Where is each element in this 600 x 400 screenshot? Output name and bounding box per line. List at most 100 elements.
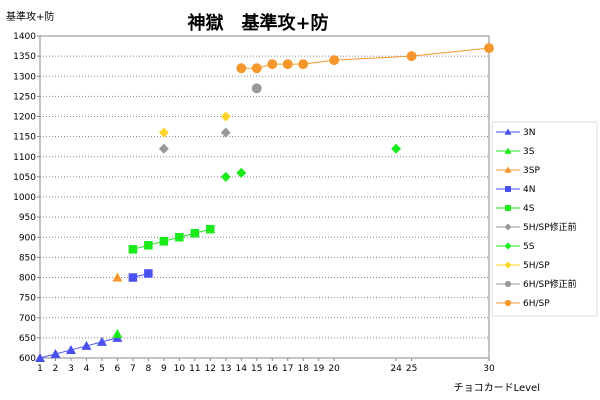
data-point <box>251 63 262 74</box>
y-tick-label: 1200 <box>13 113 36 123</box>
series-6 <box>220 143 402 182</box>
x-tick-label: 3 <box>68 364 74 374</box>
x-tick-label: 30 <box>483 364 495 374</box>
legend-label: 4N <box>523 185 535 195</box>
legend-marker <box>504 299 512 307</box>
data-point <box>298 59 309 70</box>
legend: 3N 3S 3SP 4N 4S 5H/SP修正前 5S 5H/SP 6H/SP修正前 6H/SP <box>491 121 598 317</box>
y-tick-label: 1050 <box>13 173 36 183</box>
y-tick-label: 950 <box>19 213 36 223</box>
legend-marker <box>504 147 512 154</box>
y-tick-label: 1150 <box>13 133 36 143</box>
gridlines <box>40 55 489 339</box>
data-point <box>112 272 123 282</box>
data-point <box>159 237 169 246</box>
x-tick-label: 20 <box>328 364 340 374</box>
data-point <box>81 340 92 350</box>
y-axis-ticks: 600 650 700 750 800 850 900 950 1000 1050 1100 1150… <box>13 32 40 364</box>
data-point <box>220 111 231 122</box>
data-point <box>484 43 494 54</box>
x-tick-label: 2 <box>53 364 59 374</box>
x-tick-label: 25 <box>406 364 417 374</box>
y-tick-label: 600 <box>19 354 36 364</box>
y-tick-label: 850 <box>19 253 36 263</box>
legend-marker <box>504 242 512 250</box>
legend-marker <box>504 261 512 269</box>
data-point <box>282 59 293 70</box>
y-tick-label: 1000 <box>13 193 36 203</box>
x-tick-label: 12 <box>205 364 216 374</box>
y-tick-label: 1250 <box>13 92 36 102</box>
x-tick-label: 4 <box>84 364 90 374</box>
y-tick-label: 650 <box>19 334 36 344</box>
legend-marker <box>504 166 512 173</box>
data-point <box>391 143 402 154</box>
data-point <box>236 63 247 74</box>
y-tick-label: 750 <box>19 294 36 304</box>
x-tick-label: 11 <box>189 364 200 374</box>
series-2 <box>112 272 123 282</box>
x-tick-label: 16 <box>267 364 279 374</box>
x-tick-label: 7 <box>130 364 136 374</box>
x-tick-label: 5 <box>99 364 105 374</box>
data-point <box>267 59 278 70</box>
legend-items: 3N 3S 3SP 4N 4S 5H/SP修正前 5S 5H/SP 6H/SP修正前 6H/SP <box>496 128 577 309</box>
x-axis-label: チョコカードLevel <box>454 382 540 394</box>
y-tick-label: 1350 <box>13 52 36 62</box>
data-point <box>206 224 215 234</box>
data-point <box>175 233 184 242</box>
chart-title: 神獄 基準攻+防 <box>187 12 328 34</box>
legend-marker <box>505 205 511 211</box>
x-tick-label: 8 <box>146 364 152 374</box>
series-line <box>241 47 490 69</box>
data-point <box>220 171 231 182</box>
data-point <box>158 127 169 138</box>
x-tick-label: 9 <box>161 364 167 374</box>
x-tick-label: 15 <box>251 364 262 374</box>
legend-marker <box>504 128 512 135</box>
data-point <box>251 83 262 94</box>
data-point <box>65 344 76 354</box>
legend-marker <box>504 280 512 288</box>
x-tick-label: 14 <box>236 364 248 374</box>
series-9 <box>236 43 494 74</box>
series-line <box>39 337 118 359</box>
legend-marker <box>504 223 512 231</box>
data-point <box>158 143 169 154</box>
x-tick-label: 6 <box>115 364 121 374</box>
series-1 <box>112 328 123 338</box>
data-point <box>50 348 61 358</box>
legend-marker <box>505 186 511 192</box>
series-7 <box>158 111 231 138</box>
y-tick-label: 800 <box>19 274 36 284</box>
data-point <box>329 55 340 66</box>
data-point <box>406 51 417 62</box>
y-tick-label: 1400 <box>13 32 36 42</box>
legend-label: 5H/SP修正前 <box>523 221 577 233</box>
data-point <box>236 167 247 178</box>
y-tick-label: 700 <box>19 314 36 324</box>
data-point <box>112 328 123 338</box>
x-tick-label: 19 <box>313 364 325 374</box>
y-tick-label: 1100 <box>13 153 36 163</box>
x-tick-label: 24 <box>390 364 402 374</box>
x-axis-ticks: 1 2 3 4 5 6 7 8 9 10 11 12 13 14 15 16 17 18 19 20 24 25 30 <box>37 358 495 374</box>
y-axis-label: 基準攻+防 <box>6 10 54 23</box>
x-tick-label: 17 <box>282 364 293 374</box>
legend-label: 6H/SP修正前 <box>523 278 577 290</box>
data-point <box>144 269 153 278</box>
series-4 <box>128 224 215 254</box>
series-8 <box>251 83 262 94</box>
data-point <box>220 127 231 138</box>
data-point <box>144 241 153 250</box>
legend-label: 3S <box>523 147 535 157</box>
x-tick-label: 13 <box>220 364 231 374</box>
series-5 <box>158 127 231 154</box>
x-tick-label: 18 <box>297 364 309 374</box>
legend-label: 5S <box>523 242 535 252</box>
data-series <box>35 43 494 362</box>
legend-label: 6H/SP <box>523 299 550 309</box>
data-point <box>35 353 45 362</box>
legend-label: 3SP <box>523 166 540 176</box>
